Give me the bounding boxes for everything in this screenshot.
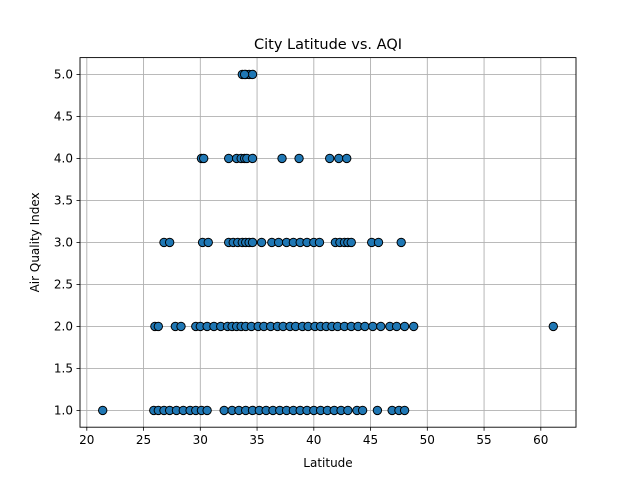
data-point xyxy=(203,237,213,248)
data-points xyxy=(98,69,558,416)
y-tick-label: 1.5 xyxy=(54,362,73,376)
data-point xyxy=(346,237,356,248)
data-point xyxy=(373,237,384,248)
data-point xyxy=(391,321,402,332)
y-tick-label: 5.0 xyxy=(54,68,73,82)
data-point xyxy=(199,153,209,164)
y-tick-label: 4.0 xyxy=(54,152,73,166)
x-tick-label: 60 xyxy=(533,433,548,447)
y-tick-label: 2.0 xyxy=(54,320,73,334)
data-point xyxy=(372,405,383,416)
x-tick-label: 20 xyxy=(79,433,94,447)
data-point xyxy=(368,321,378,332)
data-point xyxy=(548,321,558,332)
data-point xyxy=(247,69,258,80)
data-point xyxy=(325,153,335,164)
x-tick-label: 50 xyxy=(420,433,435,447)
data-point xyxy=(239,69,250,80)
x-tick-label: 40 xyxy=(306,433,321,447)
data-point xyxy=(153,321,164,332)
data-point xyxy=(176,321,186,332)
data-point xyxy=(360,321,370,332)
y-tick-label: 3.5 xyxy=(54,194,73,208)
chart-title: City Latitude vs. AQI xyxy=(254,37,402,53)
data-point xyxy=(202,405,212,416)
data-point xyxy=(342,153,352,164)
data-point xyxy=(314,237,325,248)
x-tick-label: 30 xyxy=(193,433,208,447)
data-point xyxy=(223,153,234,164)
data-point xyxy=(343,405,353,416)
data-point xyxy=(399,405,410,416)
data-point xyxy=(247,237,258,248)
data-point xyxy=(277,153,287,164)
y-axis-label: Air Quality Index xyxy=(28,192,42,292)
x-tick-label: 25 xyxy=(136,433,151,447)
data-point xyxy=(408,321,419,332)
data-point xyxy=(256,237,267,248)
x-tick-label: 55 xyxy=(476,433,491,447)
y-tick-label: 4.5 xyxy=(54,110,73,124)
axis-ticks: 20 25 30 35 40 45 50 55 60 1.0 1.5 2.0 2.5 3.0 3.5 4.0 4… xyxy=(54,68,549,448)
data-point xyxy=(376,321,386,332)
data-point xyxy=(164,237,175,248)
y-tick-label: 1.0 xyxy=(54,404,73,418)
y-tick-label: 3.0 xyxy=(54,236,73,250)
data-point xyxy=(273,237,284,248)
data-point xyxy=(294,153,304,164)
data-point xyxy=(98,405,108,416)
data-point xyxy=(399,321,410,332)
x-axis-label: Latitude xyxy=(303,456,352,470)
data-point xyxy=(219,405,229,416)
data-point xyxy=(334,153,344,164)
data-point xyxy=(247,153,258,164)
data-point xyxy=(357,405,368,416)
y-tick-label: 2.5 xyxy=(54,278,73,292)
x-tick-label: 45 xyxy=(363,433,378,447)
x-tick-label: 35 xyxy=(249,433,264,447)
data-point xyxy=(396,237,406,248)
